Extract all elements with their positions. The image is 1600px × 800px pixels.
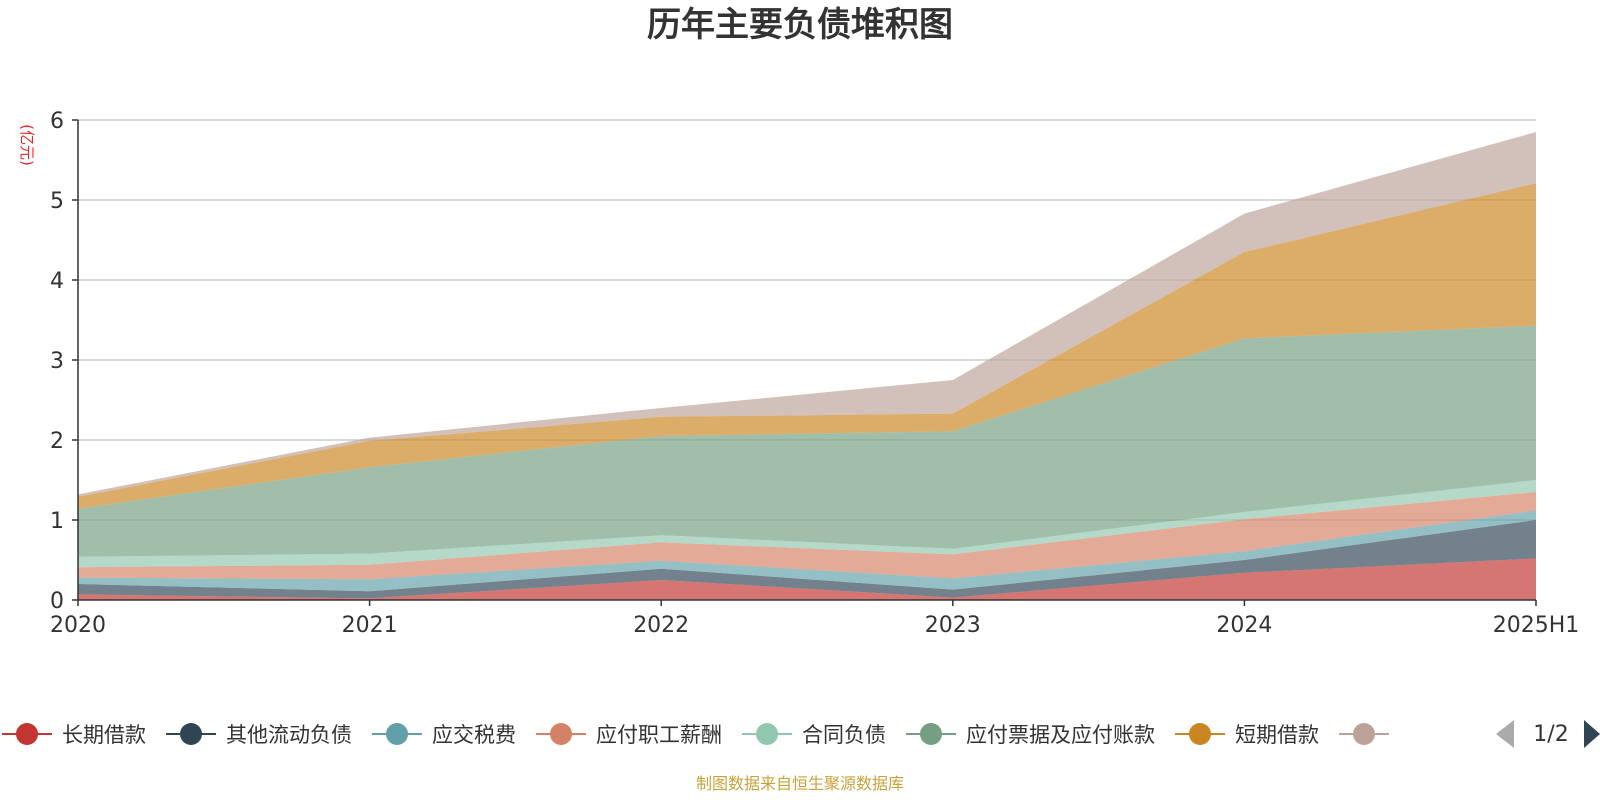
y-tick-label: 4 xyxy=(50,269,64,294)
area-series xyxy=(78,132,1536,600)
x-tick-label: 2022 xyxy=(633,613,689,638)
area-series-0 xyxy=(78,558,1536,600)
legend-marker xyxy=(1189,723,1211,745)
area-series-2 xyxy=(78,510,1536,592)
y-tick-label: 3 xyxy=(50,349,64,374)
legend-item[interactable]: 长期借款 xyxy=(2,723,146,747)
legend-prev-page-button[interactable] xyxy=(1496,720,1514,748)
y-tick-label: 2 xyxy=(50,429,64,454)
legend-label: 应付票据及应付账款 xyxy=(966,723,1155,747)
legend-marker xyxy=(180,723,202,745)
area-series-5 xyxy=(78,325,1536,557)
axes: 0 1 2 3 4 5 6 2020 2021 2022 2023 2024 2025H1 xyxy=(50,109,1579,638)
legend-item[interactable]: 短期借款 xyxy=(1175,723,1319,747)
legend-page-indicator: 1/2 xyxy=(1533,722,1568,747)
legend-label: 应交税费 xyxy=(432,723,516,747)
legend-label: 长期借款 xyxy=(62,723,146,747)
data-source-note: 制图数据来自恒生聚源数据库 xyxy=(696,774,904,793)
legend-marker xyxy=(550,723,572,745)
y-tick-label: 1 xyxy=(50,509,64,534)
y-tick-label: 5 xyxy=(50,189,64,214)
legend-item[interactable]: 应交税费 xyxy=(372,723,516,747)
y-tick-label: 0 xyxy=(50,589,64,614)
legend-label: 其他流动负债 xyxy=(226,723,352,747)
legend-marker xyxy=(16,723,38,745)
legend-pager: 1/2 xyxy=(1496,720,1600,748)
chart-title: 历年主要负债堆积图 xyxy=(647,5,953,45)
x-tick-label: 2020 xyxy=(50,613,106,638)
legend-label: 短期借款 xyxy=(1235,723,1319,747)
x-tick-label: 2024 xyxy=(1216,613,1272,638)
x-tick-label: 2021 xyxy=(342,613,398,638)
y-tick-label: 6 xyxy=(50,109,64,134)
legend: 长期借款 其他流动负债 应交税费 应付职工薪酬 合同负债 应付票据及应付账款 短期借款 xyxy=(2,723,1389,747)
x-tick-label: 2025H1 xyxy=(1493,613,1580,638)
legend-item[interactable] xyxy=(1339,723,1389,745)
legend-label: 应付职工薪酬 xyxy=(596,723,722,747)
legend-marker xyxy=(386,723,408,745)
area-series-3 xyxy=(78,492,1536,580)
legend-item[interactable]: 应付票据及应付账款 xyxy=(906,723,1155,747)
legend-label: 合同负债 xyxy=(802,723,886,747)
legend-item[interactable]: 应付职工薪酬 xyxy=(536,723,722,747)
legend-marker xyxy=(1353,723,1375,745)
area-series-4 xyxy=(78,480,1536,568)
legend-item[interactable]: 合同负债 xyxy=(742,723,886,747)
legend-item[interactable]: 其他流动负债 xyxy=(166,723,352,747)
legend-marker xyxy=(756,723,778,745)
area-series-6 xyxy=(78,183,1536,509)
area-series-1 xyxy=(78,520,1536,599)
legend-next-page-button[interactable] xyxy=(1584,720,1600,748)
x-tick-label: 2023 xyxy=(925,613,981,638)
legend-marker xyxy=(920,723,942,745)
y-axis-unit-label: (亿元) xyxy=(18,124,36,166)
